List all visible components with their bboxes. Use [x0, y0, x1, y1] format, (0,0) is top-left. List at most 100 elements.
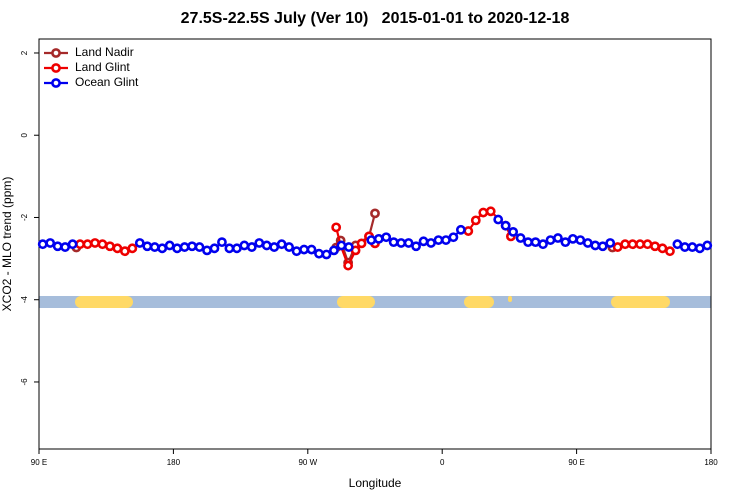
data-point — [538, 239, 548, 250]
data-point — [112, 243, 123, 254]
data-point — [306, 244, 317, 255]
y-tick-label: 2 — [20, 50, 29, 55]
data-point — [149, 242, 160, 252]
data-point — [356, 238, 367, 249]
data-point — [426, 238, 436, 248]
legend-marker — [51, 78, 61, 88]
land-patch — [75, 296, 133, 308]
data-point — [679, 242, 690, 252]
data-point — [523, 237, 533, 248]
data-point — [590, 240, 601, 251]
data-point — [575, 235, 586, 245]
x-tick-label: 180 — [704, 458, 718, 467]
data-point — [433, 235, 444, 245]
data-point — [665, 246, 675, 257]
x-tick-label: 0 — [440, 458, 445, 467]
data-point — [388, 237, 399, 248]
data-point — [82, 239, 93, 250]
data-point — [172, 243, 183, 254]
data-point — [254, 238, 265, 248]
data-point — [314, 248, 324, 259]
legend-label: Ocean Glint — [75, 75, 139, 89]
data-point — [508, 226, 519, 237]
data-point — [553, 233, 563, 243]
data-point — [403, 238, 414, 248]
data-point — [642, 239, 653, 250]
data-point — [179, 242, 190, 252]
data-point — [261, 240, 272, 251]
data-point — [134, 238, 145, 248]
data-point — [37, 239, 48, 250]
data-point — [396, 238, 407, 248]
data-point — [478, 207, 489, 218]
data-point — [657, 243, 668, 254]
y-axis-label: XCO2 - MLO trend (ppm) — [0, 177, 14, 312]
data-point — [299, 244, 309, 255]
data-point — [164, 240, 175, 251]
data-point — [336, 240, 347, 251]
data-point — [321, 249, 332, 260]
chart-title: 27.5S-22.5S July (Ver 10) 2015-01-01 to … — [181, 10, 570, 27]
land-patch — [337, 296, 375, 308]
y-tick-label: -6 — [20, 378, 29, 386]
data-point — [381, 232, 392, 243]
data-point — [485, 206, 496, 217]
data-point — [635, 239, 645, 250]
data-point — [411, 241, 421, 252]
data-point — [370, 208, 380, 219]
data-point — [269, 242, 280, 252]
data-point — [500, 220, 511, 231]
data-point — [231, 243, 242, 254]
data-point — [224, 243, 235, 254]
data-point — [560, 237, 571, 248]
data-point — [567, 233, 578, 244]
data-point — [187, 241, 197, 252]
data-point — [650, 241, 660, 252]
data-point — [470, 215, 481, 226]
data-point — [463, 226, 474, 236]
data-point — [493, 214, 504, 225]
data-point — [545, 235, 556, 245]
data-point — [329, 245, 339, 256]
data-point — [239, 240, 250, 251]
data-point — [119, 246, 130, 257]
data-point — [373, 233, 384, 244]
data-point — [202, 245, 212, 256]
data-point — [627, 239, 638, 250]
data-point — [597, 241, 608, 252]
land-patch — [508, 296, 512, 302]
land-ocean-strip — [39, 296, 711, 308]
data-point — [60, 242, 71, 252]
legend-label: Land Glint — [75, 60, 130, 74]
data-point — [687, 242, 698, 252]
data-point — [605, 238, 616, 248]
data-point — [418, 236, 429, 247]
data-point — [157, 243, 168, 254]
data-point — [515, 233, 526, 243]
data-point — [702, 240, 713, 251]
data-point — [582, 238, 593, 248]
data-point — [75, 239, 85, 250]
y-tick-label: 0 — [20, 132, 29, 137]
data-point — [612, 242, 623, 252]
y-tick-label: -4 — [20, 296, 29, 304]
data-point — [343, 260, 354, 271]
x-tick-label: 90 E — [568, 458, 584, 467]
data-point — [441, 235, 451, 245]
data-point — [97, 239, 108, 250]
data-point — [343, 242, 354, 252]
legend-label: Land Nadir — [75, 45, 134, 59]
data-point — [530, 237, 541, 248]
x-tick-label: 90 E — [31, 458, 47, 467]
data-point — [366, 235, 377, 245]
data-point — [45, 238, 56, 248]
land-patch — [464, 296, 494, 308]
data-point — [448, 232, 459, 243]
y-tick-label: -2 — [20, 213, 29, 221]
data-point — [209, 243, 220, 254]
data-point — [284, 242, 295, 252]
data-point — [52, 241, 63, 252]
data-point — [127, 243, 138, 254]
data-point — [331, 222, 342, 233]
